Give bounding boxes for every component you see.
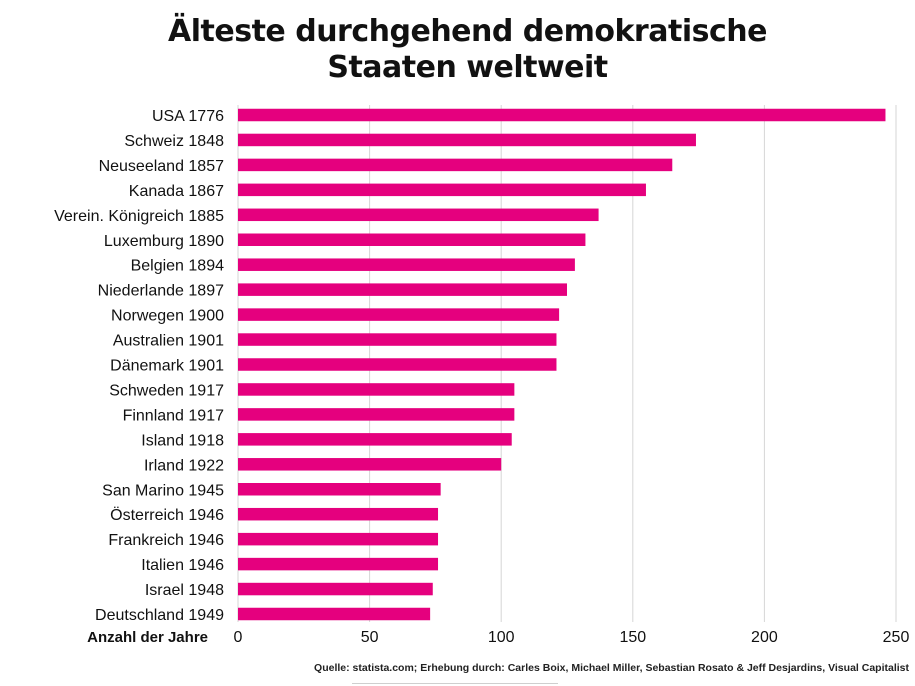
category-label: USA 1776: [152, 108, 224, 125]
bar: [238, 333, 557, 346]
category-label: Österreich 1946: [110, 506, 224, 524]
x-tick-label: 200: [751, 629, 778, 646]
category-label: San Marino 1945: [102, 482, 224, 499]
bar: [238, 557, 439, 571]
category-label: Luxemburg 1890: [104, 233, 224, 250]
category-label: Italien 1946: [141, 557, 224, 574]
category-label: Dänemark 1901: [110, 358, 224, 375]
bar: [238, 408, 515, 421]
chart-title-line-2: Staaten weltweit: [327, 50, 608, 85]
bar: [238, 283, 567, 296]
category-label: Belgien 1894: [131, 258, 225, 275]
category-label: Australien 1901: [113, 333, 224, 350]
bar: [238, 108, 886, 122]
category-labels: USA 1776 Schweiz 1848 Neuseeland 1857 Kanad…: [54, 108, 224, 624]
bar: [238, 532, 439, 546]
category-label: Neuseeland 1857: [99, 158, 225, 175]
category-label: Israel 1948: [145, 582, 224, 599]
bar: [238, 258, 575, 271]
bar: [238, 582, 433, 596]
category-label: Norwegen 1900: [111, 308, 224, 325]
bar: [238, 158, 673, 172]
chart-title-line-1: Älteste durchgehend demokratische: [168, 14, 767, 49]
x-tick-label: 0: [234, 629, 243, 646]
bar: [238, 607, 431, 621]
bar: [238, 433, 512, 446]
category-label: Schweden 1917: [109, 382, 224, 399]
x-tick-label: 150: [619, 629, 646, 646]
category-label: Kanada 1867: [129, 183, 224, 200]
bar: [238, 208, 599, 222]
bar: [238, 358, 557, 371]
category-label: Frankreich 1946: [108, 532, 224, 549]
category-label: Irland 1922: [144, 457, 224, 474]
bar: [238, 183, 646, 197]
category-label: Schweiz 1848: [124, 133, 224, 150]
category-label: Verein. Königreich 1885: [54, 208, 224, 225]
bar: [238, 133, 696, 147]
bar-chart: USA 1776 Schweiz 1848 Neuseeland 1857 Kanad…: [54, 105, 910, 646]
category-label: Finnland 1917: [123, 407, 225, 424]
bar: [238, 308, 560, 321]
bar: [238, 458, 502, 471]
x-axis-label: Anzahl der Jahre: [87, 629, 208, 646]
x-tick-labels: 0 50 100 150 200 250: [234, 629, 910, 646]
source-divider: [352, 683, 558, 684]
category-label: Island 1918: [141, 432, 224, 449]
bar: [238, 383, 515, 396]
bar: [238, 233, 586, 246]
bar: [238, 483, 441, 496]
bar: [238, 507, 439, 521]
category-label: Niederlande 1897: [98, 283, 224, 300]
x-tick-label: 100: [488, 629, 515, 646]
category-label: Deutschland 1949: [95, 607, 224, 624]
x-tick-label: 250: [883, 629, 910, 646]
chart-title: Älteste durchgehend demokratische Staate…: [0, 14, 915, 86]
source-note: Quelle: statista.com; Erhebung durch: Ca…: [314, 662, 909, 674]
x-tick-label: 50: [361, 629, 379, 646]
bars: [238, 108, 886, 621]
